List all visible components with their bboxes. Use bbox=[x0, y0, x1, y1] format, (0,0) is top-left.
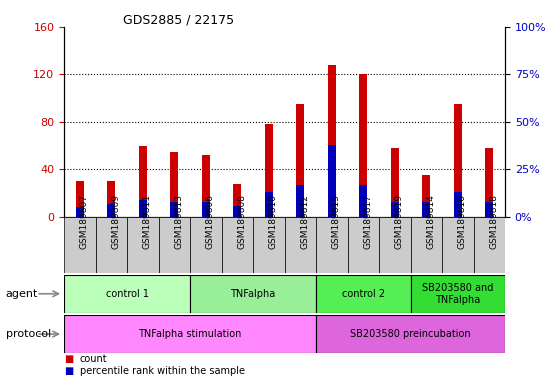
Text: SB203580 and
TNFalpha: SB203580 and TNFalpha bbox=[422, 283, 493, 305]
Bar bbox=[64, 275, 190, 313]
Bar bbox=[190, 217, 222, 273]
Bar bbox=[348, 217, 379, 273]
Text: protocol: protocol bbox=[6, 329, 51, 339]
Bar bbox=[296, 104, 304, 217]
Text: GSM189812: GSM189812 bbox=[300, 194, 309, 249]
Text: GSM189807: GSM189807 bbox=[80, 194, 89, 249]
Bar bbox=[170, 152, 179, 217]
Bar bbox=[422, 202, 430, 217]
Bar bbox=[95, 217, 127, 273]
Bar bbox=[316, 217, 348, 273]
Text: GSM189819: GSM189819 bbox=[395, 194, 404, 249]
Bar bbox=[485, 202, 493, 217]
Bar bbox=[202, 202, 210, 217]
Bar bbox=[76, 181, 84, 217]
Bar bbox=[222, 217, 253, 273]
Bar bbox=[328, 145, 336, 217]
Bar bbox=[158, 217, 190, 273]
Bar bbox=[316, 315, 505, 353]
Bar bbox=[474, 217, 505, 273]
Bar bbox=[127, 217, 158, 273]
Bar bbox=[202, 155, 210, 217]
Bar bbox=[285, 217, 316, 273]
Bar bbox=[296, 185, 304, 217]
Text: TNFalpha stimulation: TNFalpha stimulation bbox=[138, 329, 242, 339]
Text: GSM189809: GSM189809 bbox=[112, 194, 121, 249]
Text: GDS2885 / 22175: GDS2885 / 22175 bbox=[123, 13, 234, 26]
Bar bbox=[328, 65, 336, 217]
Bar bbox=[391, 202, 399, 217]
Bar bbox=[64, 315, 316, 353]
Text: ■: ■ bbox=[64, 366, 74, 376]
Text: ■: ■ bbox=[64, 354, 74, 364]
Bar bbox=[316, 275, 411, 313]
Text: agent: agent bbox=[6, 289, 38, 299]
Text: GSM189816: GSM189816 bbox=[458, 194, 466, 249]
Text: GSM189815: GSM189815 bbox=[332, 194, 341, 249]
Bar bbox=[454, 192, 461, 217]
Bar bbox=[442, 217, 474, 273]
Bar bbox=[139, 146, 147, 217]
Text: percentile rank within the sample: percentile rank within the sample bbox=[80, 366, 245, 376]
Bar bbox=[190, 275, 316, 313]
Bar bbox=[253, 217, 285, 273]
Text: GSM189813: GSM189813 bbox=[174, 194, 184, 249]
Bar bbox=[64, 217, 95, 273]
Bar bbox=[108, 204, 116, 217]
Bar bbox=[379, 217, 411, 273]
Text: GSM189818: GSM189818 bbox=[489, 194, 498, 249]
Bar bbox=[233, 205, 241, 217]
Text: GSM189814: GSM189814 bbox=[426, 194, 435, 249]
Bar bbox=[485, 148, 493, 217]
Text: TNFalpha: TNFalpha bbox=[230, 289, 276, 299]
Bar bbox=[76, 207, 84, 217]
Bar bbox=[359, 74, 367, 217]
Bar bbox=[265, 124, 273, 217]
Bar bbox=[391, 148, 399, 217]
Bar bbox=[139, 200, 147, 217]
Bar bbox=[265, 192, 273, 217]
Bar bbox=[233, 184, 241, 217]
Text: control 2: control 2 bbox=[341, 289, 385, 299]
Bar bbox=[411, 217, 442, 273]
Bar bbox=[411, 275, 505, 313]
Bar bbox=[454, 104, 461, 217]
Text: count: count bbox=[80, 354, 108, 364]
Bar bbox=[108, 181, 116, 217]
Text: GSM189806: GSM189806 bbox=[206, 194, 215, 249]
Bar bbox=[170, 202, 179, 217]
Text: GSM189817: GSM189817 bbox=[363, 194, 372, 249]
Text: control 1: control 1 bbox=[105, 289, 148, 299]
Text: GSM189810: GSM189810 bbox=[269, 194, 278, 249]
Text: GSM189811: GSM189811 bbox=[143, 194, 152, 249]
Text: SB203580 preincubation: SB203580 preincubation bbox=[350, 329, 471, 339]
Bar bbox=[359, 185, 367, 217]
Bar bbox=[422, 175, 430, 217]
Text: GSM189808: GSM189808 bbox=[237, 194, 246, 249]
